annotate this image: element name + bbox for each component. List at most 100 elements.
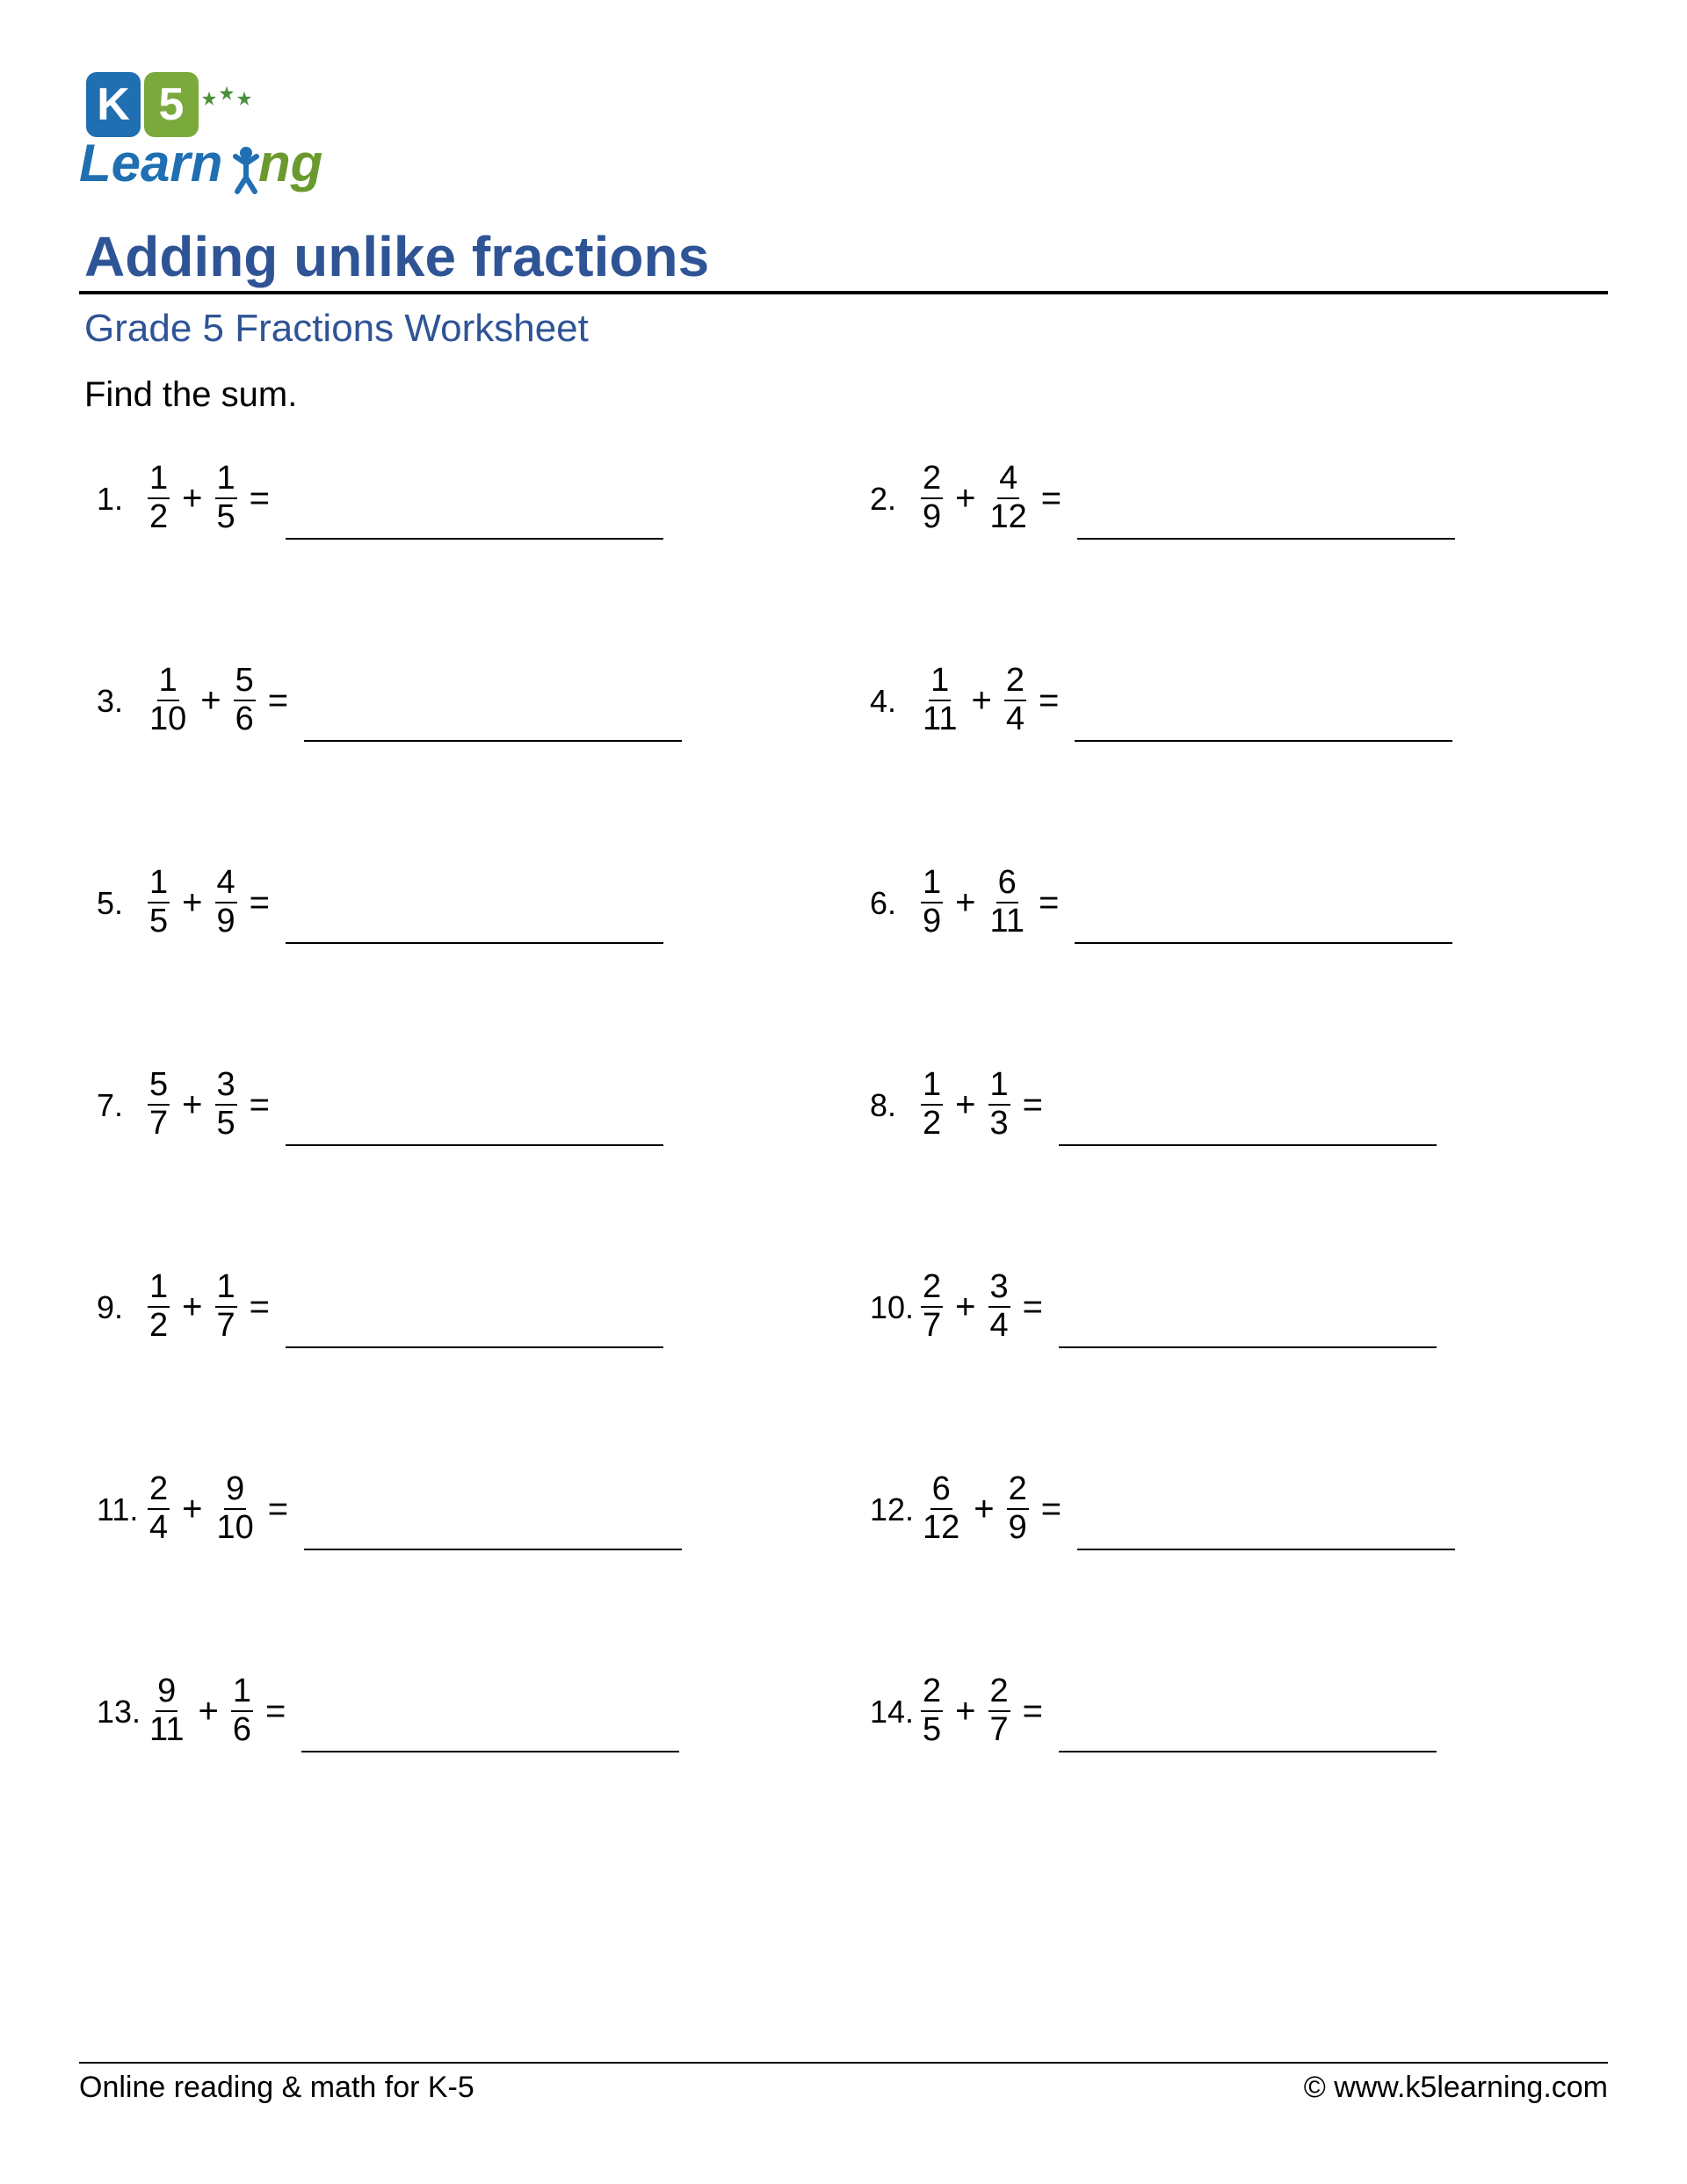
equals-sign: =	[1026, 681, 1075, 721]
fraction-b: 910	[215, 1472, 256, 1546]
fraction-b: 15	[215, 461, 237, 535]
numerator: 4	[997, 461, 1019, 499]
fraction-a: 612	[921, 1472, 961, 1546]
problem-row: 2.29+412=	[870, 450, 1608, 547]
fraction-a: 12	[921, 1068, 943, 1142]
numerator: 2	[988, 1674, 1010, 1712]
numerator: 3	[988, 1270, 1010, 1308]
worksheet-page: K 5 Learn ng Adding unlike fractions Gr	[0, 0, 1687, 2184]
problem-number: 4.	[870, 681, 921, 720]
plus-operator: +	[170, 1490, 214, 1529]
copyright-symbol: ©	[1304, 2071, 1335, 2104]
denominator: 9	[921, 903, 943, 940]
answer-blank[interactable]	[304, 1508, 682, 1550]
answer-blank[interactable]	[1075, 700, 1452, 742]
fraction-b: 34	[988, 1270, 1010, 1344]
answer-blank[interactable]	[1077, 1508, 1455, 1550]
denominator: 5	[215, 499, 237, 535]
denominator: 10	[215, 1510, 256, 1546]
denominator: 7	[148, 1106, 170, 1142]
equals-sign: =	[237, 1085, 286, 1125]
answer-blank[interactable]	[301, 1710, 679, 1752]
answer-blank[interactable]	[286, 1306, 663, 1348]
fraction-a: 19	[921, 866, 943, 940]
answer-blank[interactable]	[304, 700, 682, 742]
numerator: 9	[156, 1674, 177, 1712]
fraction-a: 12	[148, 461, 170, 535]
footer-left-text: Online reading & math for K-5	[79, 2071, 474, 2105]
footer-right-text: © www.k5learning.com	[1304, 2071, 1608, 2105]
problem-row: 6.19+611=	[870, 854, 1608, 951]
answer-blank[interactable]	[1077, 497, 1455, 540]
plus-operator: +	[943, 479, 988, 519]
equals-sign: =	[256, 1490, 304, 1529]
plus-operator: +	[961, 1490, 1006, 1529]
numerator: 9	[224, 1472, 246, 1510]
problem-row: 3.110+56=	[97, 652, 835, 749]
numerator: 5	[148, 1068, 170, 1106]
worksheet-title: Adding unlike fractions	[84, 224, 1608, 289]
fraction-b: 611	[988, 866, 1026, 940]
denominator: 4	[988, 1308, 1010, 1344]
svg-text:5: 5	[159, 79, 185, 130]
plus-operator: +	[170, 479, 214, 519]
plus-operator: +	[943, 1288, 988, 1327]
numerator: 5	[234, 664, 256, 701]
numerator: 1	[988, 1068, 1010, 1106]
numerator: 6	[996, 866, 1018, 903]
equals-sign: =	[237, 1288, 286, 1327]
denominator: 11	[148, 1712, 185, 1748]
denominator: 7	[988, 1712, 1010, 1748]
numerator: 2	[921, 461, 943, 499]
answer-blank[interactable]	[1059, 1710, 1437, 1752]
equals-sign: =	[1010, 1085, 1059, 1125]
denominator: 5	[921, 1712, 943, 1748]
problem-number: 5.	[97, 883, 148, 922]
fraction-a: 15	[148, 866, 170, 940]
answer-blank[interactable]	[1059, 1306, 1437, 1348]
plus-operator: +	[170, 883, 214, 923]
fraction-a: 111	[921, 664, 959, 737]
fraction-a: 27	[921, 1270, 943, 1344]
equals-sign: =	[253, 1692, 301, 1731]
numerator: 3	[215, 1068, 237, 1106]
numerator: 1	[215, 1270, 237, 1308]
numerator: 2	[148, 1472, 170, 1510]
numerator: 1	[215, 461, 237, 499]
fraction-a: 57	[148, 1068, 170, 1142]
fraction-b: 16	[231, 1674, 253, 1748]
answer-blank[interactable]	[286, 1104, 663, 1146]
equals-sign: =	[237, 479, 286, 519]
answer-blank[interactable]	[1075, 902, 1452, 944]
equals-sign: =	[1010, 1288, 1059, 1327]
worksheet-instructions: Find the sum.	[84, 375, 1608, 415]
fraction-a: 12	[148, 1270, 170, 1344]
denominator: 6	[231, 1712, 253, 1748]
equals-sign: =	[256, 681, 304, 721]
plus-operator: +	[170, 1085, 214, 1125]
page-footer: Online reading & math for K-5 © www.k5le…	[79, 2062, 1608, 2105]
numerator: 1	[929, 664, 951, 701]
numerator: 1	[157, 664, 179, 701]
fraction-b: 24	[1004, 664, 1026, 737]
denominator: 9	[215, 903, 237, 940]
equals-sign: =	[1029, 1490, 1077, 1529]
plus-operator: +	[943, 883, 988, 923]
problem-row: 8.12+13=	[870, 1056, 1608, 1153]
denominator: 7	[215, 1308, 237, 1344]
problem-number: 2.	[870, 479, 921, 518]
problem-number: 7.	[97, 1085, 148, 1124]
numerator: 2	[921, 1270, 943, 1308]
k5learning-logo-icon: K 5 Learn ng	[79, 62, 387, 202]
answer-blank[interactable]	[286, 902, 663, 944]
denominator: 5	[148, 903, 170, 940]
footer-divider	[79, 2062, 1608, 2064]
problem-row: 4.111+24=	[870, 652, 1608, 749]
problem-number: 13.	[97, 1692, 148, 1731]
answer-blank[interactable]	[1059, 1104, 1437, 1146]
worksheet-subtitle: Grade 5 Fractions Worksheet	[84, 307, 1608, 351]
answer-blank[interactable]	[286, 497, 663, 540]
problem-number: 9.	[97, 1288, 148, 1326]
problem-number: 10.	[870, 1288, 921, 1326]
problem-row: 5.15+49=	[97, 854, 835, 951]
